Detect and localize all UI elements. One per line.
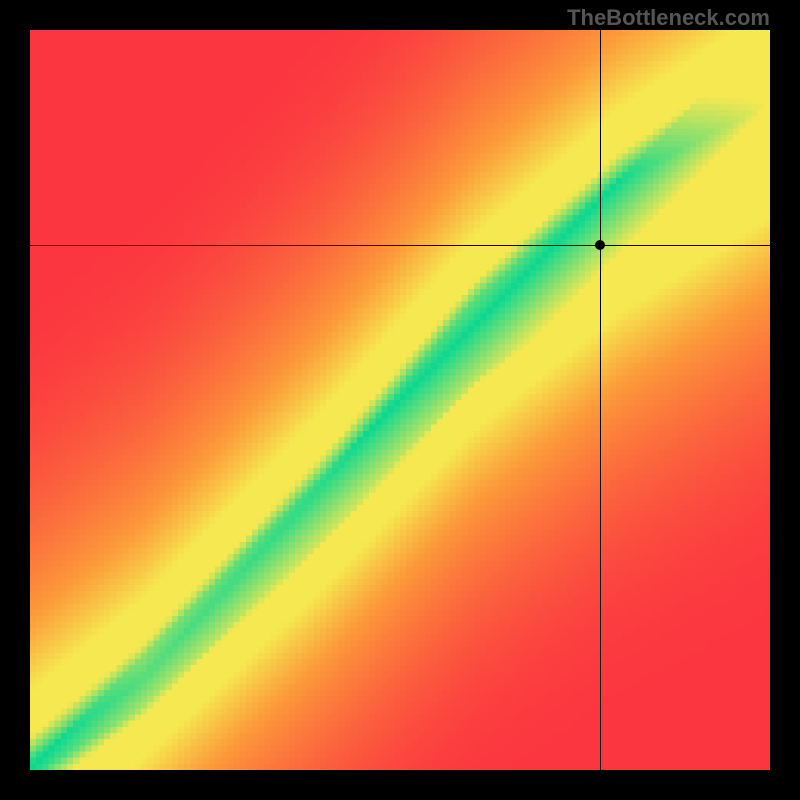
heatmap-canvas: [30, 30, 770, 770]
crosshair-vertical: [600, 30, 601, 770]
heatmap-plot: [30, 30, 770, 770]
crosshair-horizontal: [30, 245, 770, 246]
watermark-text: TheBottleneck.com: [567, 5, 770, 31]
selection-marker[interactable]: [595, 240, 605, 250]
